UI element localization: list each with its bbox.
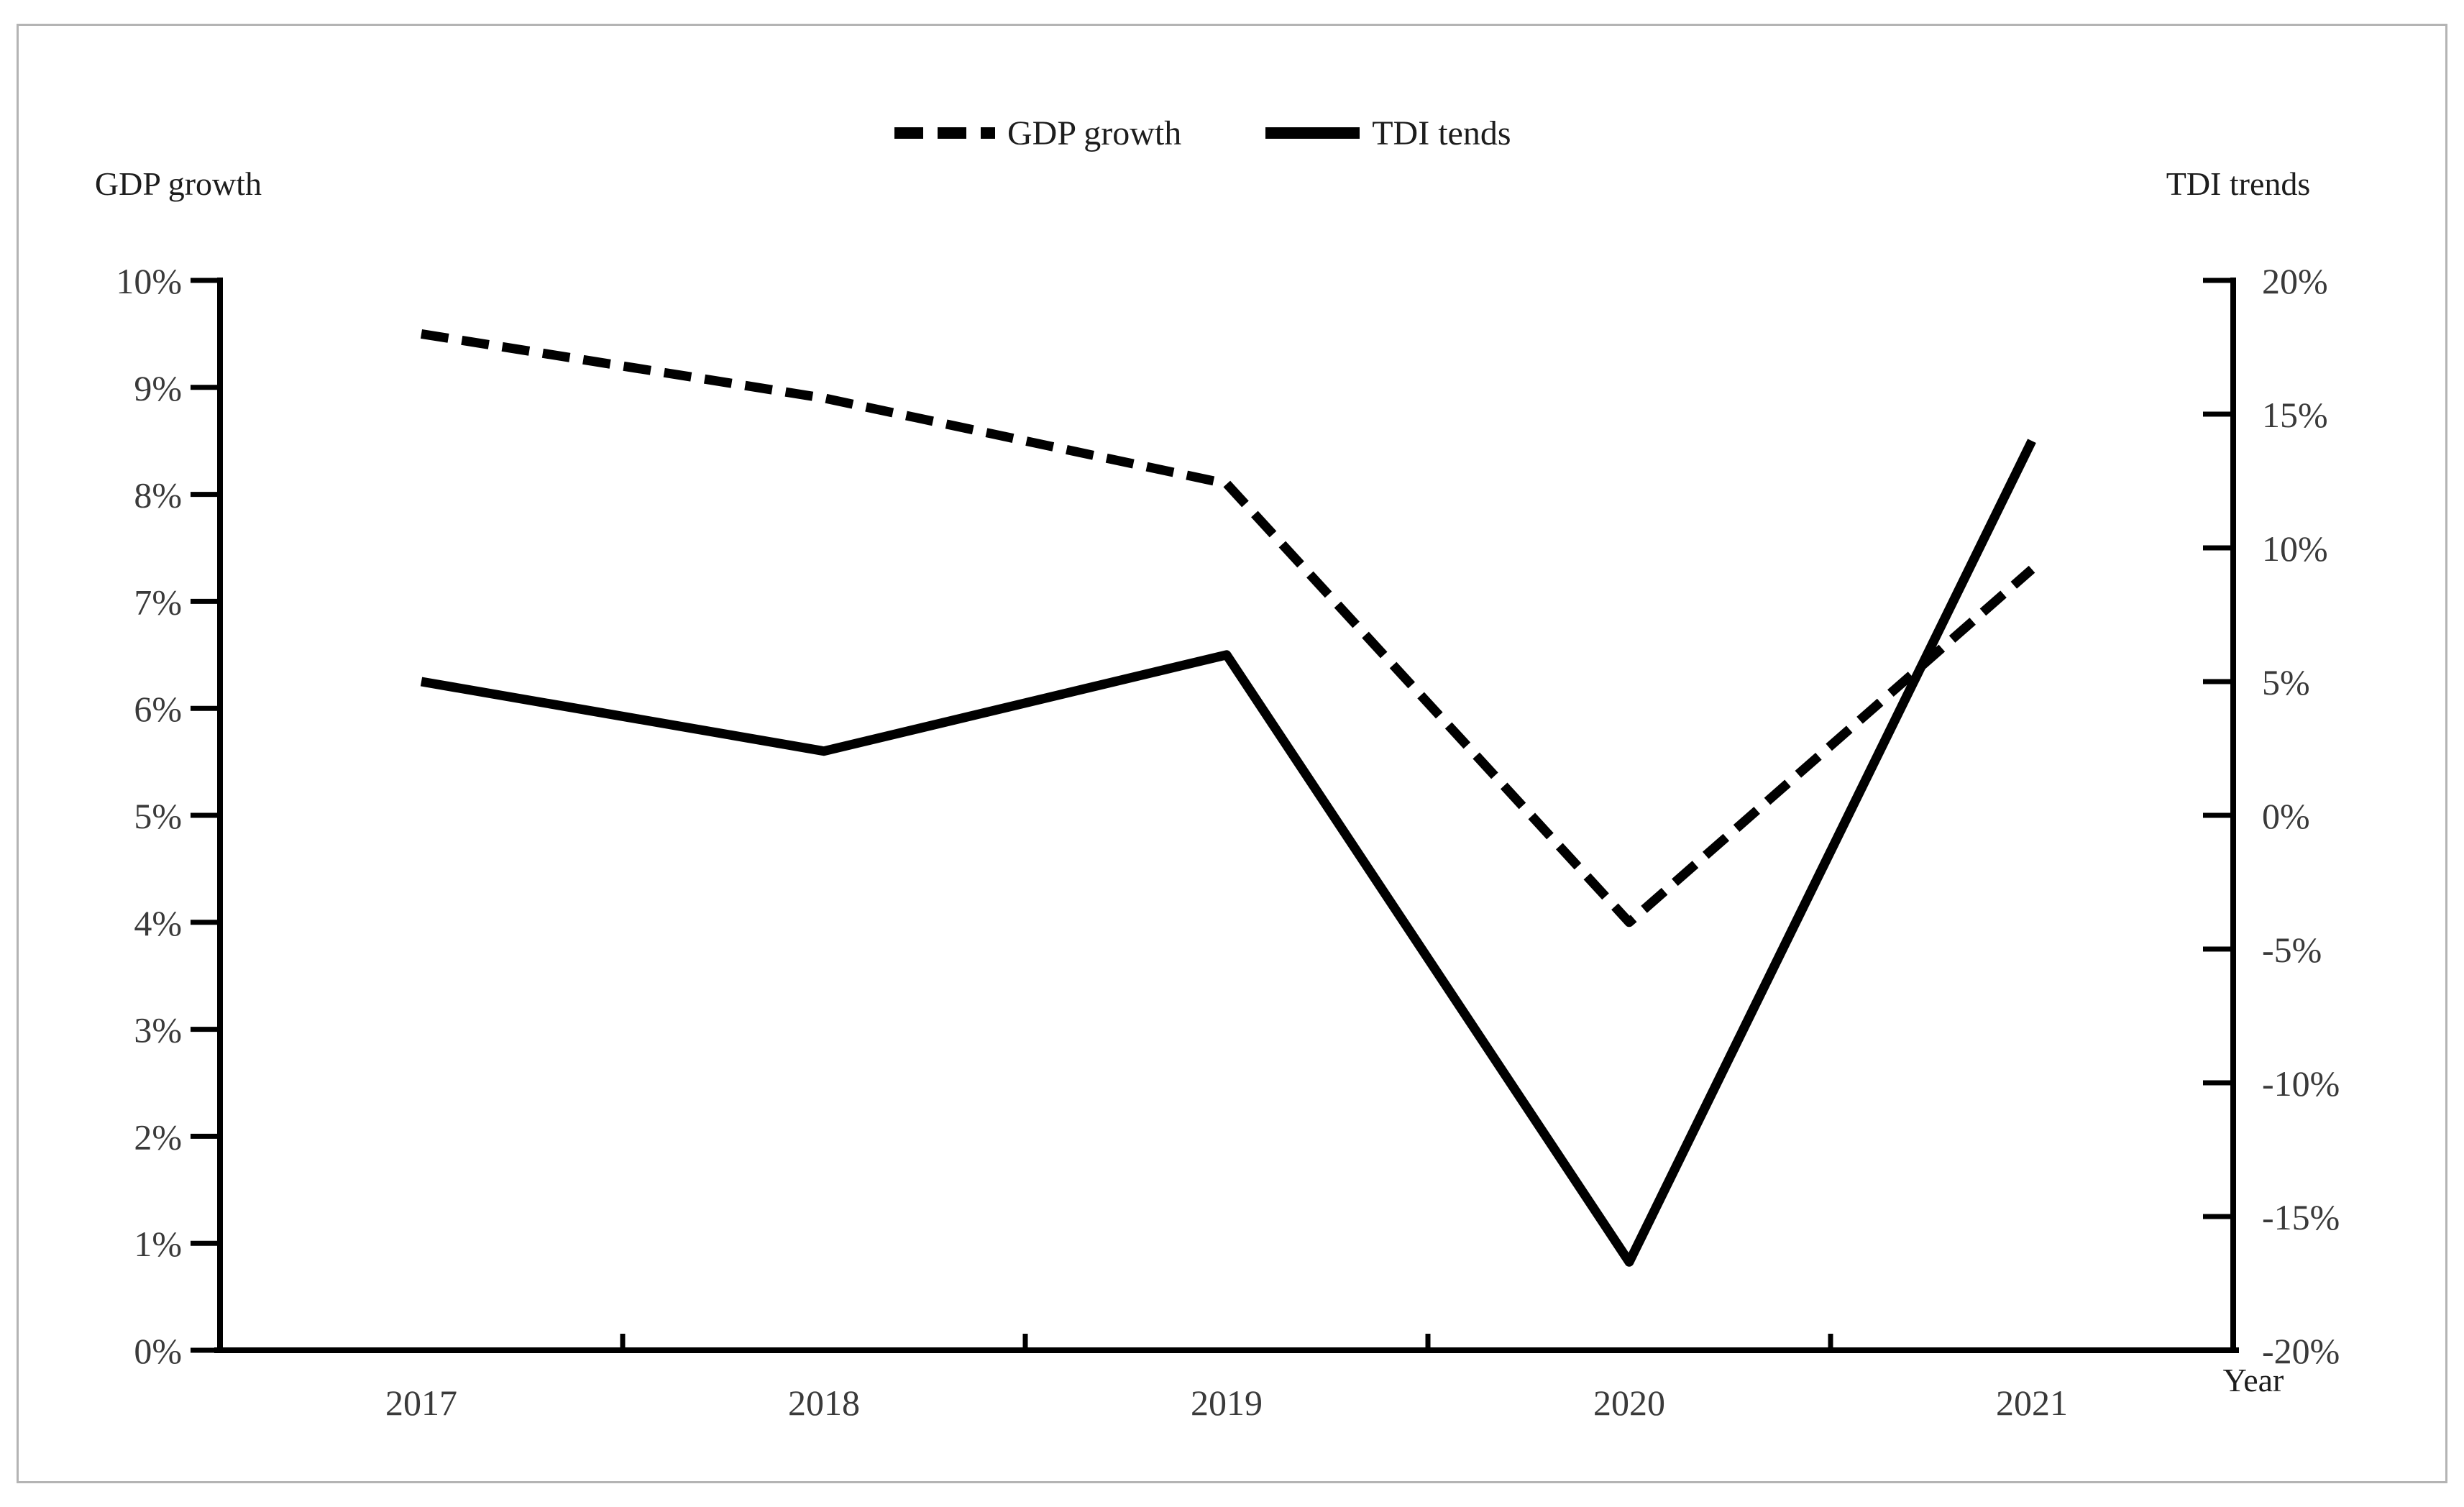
- legend-label-gdp-growth: GDP growth: [1007, 114, 1182, 152]
- series-line-gdp-growth: [420, 329, 2035, 927]
- left-axis-tick-label: 4%: [134, 903, 182, 943]
- x-axis-year-label: 2017: [385, 1383, 457, 1423]
- left-axis-tick-label: 5%: [134, 796, 182, 836]
- right-axis-tick-label: -15%: [2262, 1197, 2340, 1237]
- x-axis-title: Year: [2222, 1362, 2284, 1398]
- right-axis-tick-label: 15%: [2262, 395, 2328, 435]
- left-axis-tick-label: 0%: [134, 1331, 182, 1371]
- left-axis-tick-label: 6%: [134, 689, 182, 729]
- right-axis-tick-label: 10%: [2262, 528, 2328, 569]
- left-axis-tick-label: 10%: [116, 261, 182, 301]
- x-axis-year-label: 2019: [1191, 1383, 1263, 1423]
- left-axis-title: GDP growth: [94, 165, 262, 202]
- legend-dashed-line-sample: [894, 127, 995, 139]
- left-axis-tick-label: 1%: [134, 1224, 182, 1264]
- right-axis-tick-label: -5%: [2262, 930, 2322, 970]
- right-axis-tick-label: -20%: [2262, 1331, 2340, 1371]
- left-axis-tick-label: 9%: [134, 368, 182, 408]
- x-axis-year-label: 2021: [1996, 1383, 2068, 1423]
- left-axis-tick-label: 8%: [134, 475, 182, 516]
- right-axis-tick-label: 0%: [2262, 796, 2310, 836]
- left-axis-tick-label: 2%: [134, 1117, 182, 1157]
- legend-solid-line-sample: [1265, 127, 1360, 139]
- x-axis-year-label: 2020: [1593, 1383, 1665, 1423]
- legend: GDP growth TDI tends: [894, 111, 1511, 155]
- series-line-tdi-trends: [420, 439, 2036, 1267]
- x-axis-year-label: 2018: [788, 1383, 860, 1423]
- right-axis-tick-label: 5%: [2262, 662, 2310, 702]
- right-axis-title: TDI trends: [2166, 165, 2311, 202]
- right-axis-tick-label: 20%: [2262, 261, 2328, 301]
- left-axis-tick-label: 3%: [134, 1010, 182, 1050]
- left-axis-tick-label: 7%: [134, 582, 182, 622]
- right-axis-tick-label: -10%: [2262, 1063, 2340, 1104]
- legend-label-tdi-tends: TDI tends: [1372, 114, 1511, 152]
- outer-border: [17, 24, 2447, 1483]
